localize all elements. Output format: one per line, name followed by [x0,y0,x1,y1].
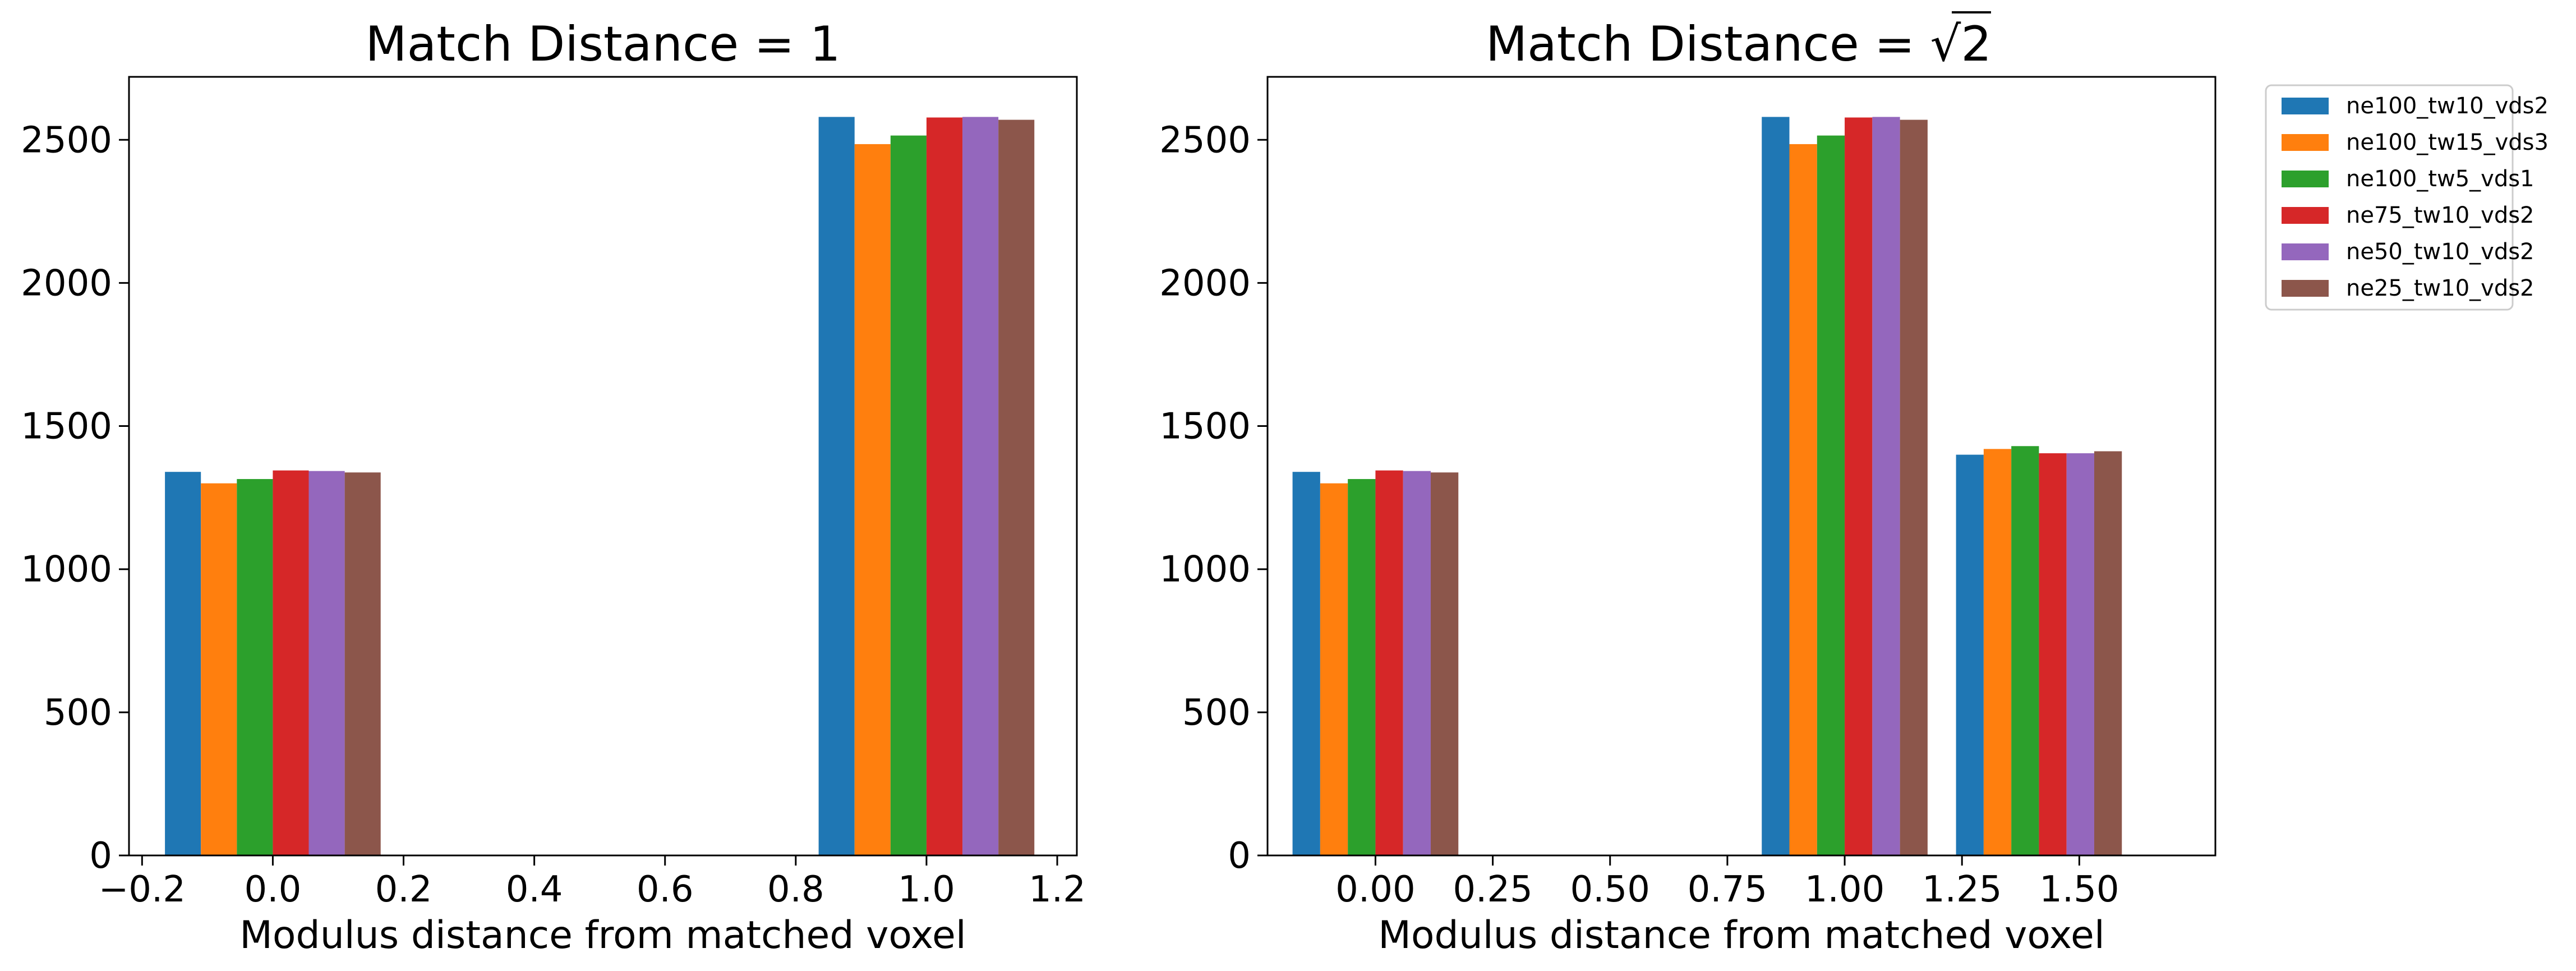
chart-right-y-ticks: 0 500 1000 1500 2000 2500 [1159,119,1268,877]
chart-right: Match Distance = √2 0.00 0.25 0.50 0.75 1.00… [1159,11,2216,958]
bar-ne75_tw10_vds2-1 [1845,117,1873,855]
bar-ne100_tw10_vds2-0 [165,472,201,855]
legend-label: ne100_tw5_vds1 [2346,166,2534,192]
y-tick-label: 2500 [21,119,112,161]
x-tick-label: 0.6 [637,869,694,910]
bar-ne100_tw15_vds3-2 [1983,449,2012,855]
chart-right-bars [1292,117,2122,856]
x-tick-label: 1.00 [1805,869,1885,910]
x-tick-label: 0.50 [1570,869,1650,910]
legend-swatch [2282,243,2329,260]
bar-ne50_tw10_vds2-0 [1403,471,1431,855]
x-tick-label: 0.25 [1453,869,1533,910]
x-tick-label: 1.25 [1922,869,2002,910]
legend-swatch [2282,98,2329,114]
bar-ne50_tw10_vds2-0 [308,471,345,855]
bar-ne100_tw5_vds1-1 [890,135,927,855]
bar-ne50_tw10_vds2-1 [962,117,999,856]
y-tick-label: 1500 [21,406,112,448]
x-tick-label: 1.2 [1029,869,1086,910]
bar-ne25_tw10_vds2-0 [344,472,381,855]
legend-items: ne100_tw10_vds2 ne100_tw15_vds3 ne100_tw5_… [2282,93,2549,301]
legend: ne100_tw10_vds2 ne100_tw15_vds3 ne100_tw5_… [2265,84,2549,311]
chart-right-title-radical: √ [1930,16,1961,72]
chart-right-title-radicand: 2 [1961,16,1992,72]
y-tick-label: 1000 [21,549,112,591]
bar-ne100_tw10_vds2-0 [1292,472,1320,855]
y-tick-label: 0 [89,835,112,877]
legend-label: ne75_tw10_vds2 [2346,203,2534,228]
bar-ne75_tw10_vds2-1 [926,117,963,855]
y-tick-label: 1500 [1159,406,1251,448]
y-tick-label: 2000 [1159,263,1251,304]
chart-right-axes-frame [1266,76,2216,857]
chart-right-title: Match Distance = √2 [1486,16,1992,72]
legend-label: ne100_tw15_vds3 [2346,130,2549,155]
y-tick-label: 2000 [21,263,112,304]
bar-ne100_tw10_vds2-1 [1762,117,1790,856]
y-tick-label: 500 [1182,692,1251,734]
y-tick-label: 500 [44,692,112,734]
bar-ne100_tw5_vds1-2 [2011,446,2039,855]
bar-ne100_tw5_vds1-1 [1817,135,1845,855]
chart-right-x-axis-label: Modulus distance from matched voxel [1378,913,2105,958]
bar-ne100_tw15_vds3-1 [854,144,891,855]
y-tick-label: 1000 [1159,549,1251,591]
x-tick-label: 0.2 [375,869,432,910]
bar-ne100_tw15_vds3-0 [201,483,237,855]
bar-ne25_tw10_vds2-2 [2094,451,2122,855]
legend-swatch [2282,134,2329,151]
bar-ne50_tw10_vds2-2 [2066,453,2094,855]
legend-swatch [2282,280,2329,297]
chart-left-bars [165,117,1035,856]
bar-ne25_tw10_vds2-0 [1430,472,1459,855]
x-tick-label: 0.8 [767,869,824,910]
bar-ne25_tw10_vds2-1 [998,119,1035,856]
x-tick-label: 1.0 [898,869,955,910]
bar-ne75_tw10_vds2-2 [2039,453,2067,855]
chart-left-title: Match Distance = 1 [365,16,840,72]
bar-ne100_tw5_vds1-0 [237,478,273,855]
chart-left-y-ticks: 0 500 1000 1500 2000 2500 [21,119,129,877]
legend-label: ne25_tw10_vds2 [2346,275,2534,301]
bar-ne100_tw5_vds1-0 [1348,478,1376,855]
legend-label: ne100_tw10_vds2 [2346,93,2549,119]
bar-ne50_tw10_vds2-1 [1872,117,1900,856]
chart-left-axes-frame [128,76,1078,857]
chart-left: Match Distance = 1 −0.2 0.0 0.2 0.4 0.6 0.8 1.… [21,16,1086,958]
bar-ne100_tw10_vds2-1 [818,117,855,856]
legend-swatch [2282,171,2329,187]
bar-ne75_tw10_vds2-0 [1375,470,1403,855]
y-tick-label: 2500 [1159,119,1251,161]
chart-right-x-ticks: 0.00 0.25 0.50 0.75 1.00 1.25 1.50 [1335,855,2119,910]
x-tick-label: 0.00 [1335,869,1416,910]
bar-ne100_tw10_vds2-2 [1956,454,1984,855]
x-tick-label: 0.75 [1688,869,1768,910]
x-tick-label: −0.2 [99,869,186,910]
bar-ne75_tw10_vds2-0 [273,470,309,855]
bar-ne100_tw15_vds3-1 [1789,144,1817,855]
y-tick-label: 0 [1228,835,1251,877]
chart-left-x-ticks: −0.2 0.0 0.2 0.4 0.6 0.8 1.0 1.2 [99,855,1086,910]
x-tick-label: 0.0 [245,869,302,910]
bar-ne25_tw10_vds2-1 [1900,119,1928,856]
x-tick-label: 1.50 [2039,869,2119,910]
chart-left-x-axis-label: Modulus distance from matched voxel [239,913,966,958]
bar-ne100_tw15_vds3-0 [1320,483,1348,855]
legend-label: ne50_tw10_vds2 [2346,239,2534,265]
x-tick-label: 0.4 [506,869,563,910]
chart-right-title-prefix: Match Distance = [1486,16,1930,72]
legend-swatch [2282,207,2329,224]
